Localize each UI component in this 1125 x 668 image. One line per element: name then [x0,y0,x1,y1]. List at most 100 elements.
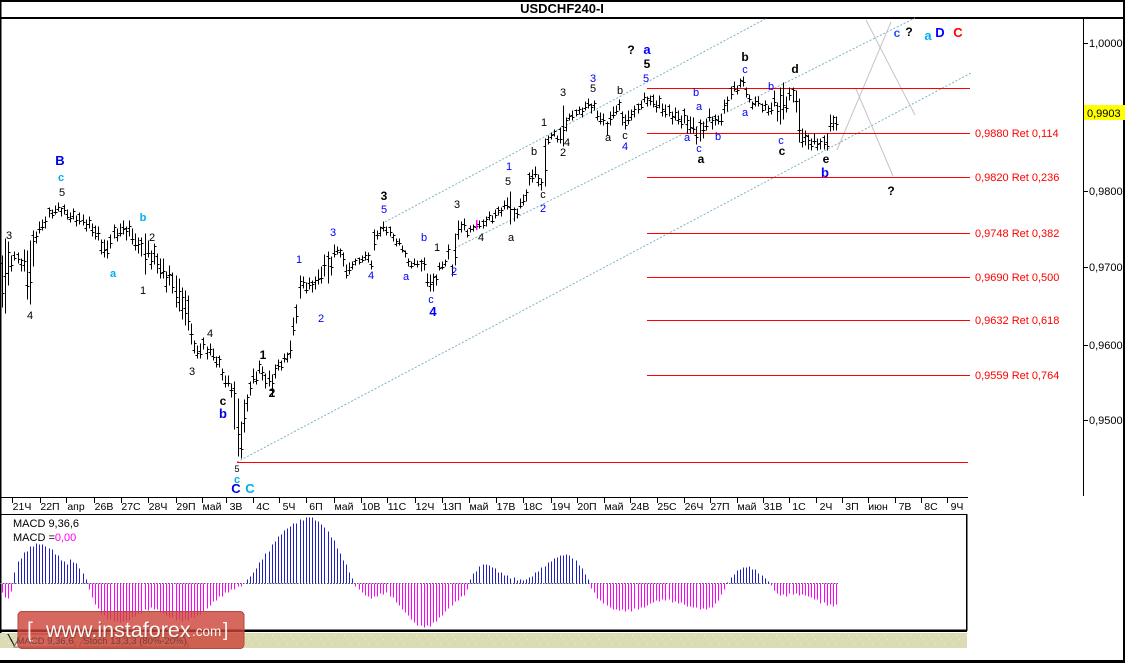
svg-text:?: ? [887,184,894,198]
svg-text:21Ч: 21Ч [13,501,32,513]
svg-text:b: b [821,165,829,180]
svg-text:[: [ [27,619,33,642]
svg-text:2: 2 [149,232,155,244]
svg-text:4: 4 [622,141,628,153]
svg-text:22П: 22П [40,501,59,513]
svg-text:]: ] [223,620,228,641]
svg-text:b: b [617,85,623,97]
svg-text:июн: июн [868,501,888,513]
svg-text:D: D [935,25,944,40]
svg-text:b: b [693,87,699,99]
svg-text:4: 4 [429,304,437,319]
svg-text:a: a [605,132,612,144]
svg-text:5Ч: 5Ч [283,501,296,513]
svg-text:29П: 29П [176,501,195,513]
svg-text:a: a [698,152,705,166]
svg-text:10В: 10В [362,501,381,513]
svg-text:3: 3 [590,73,596,85]
svg-text:4С: 4С [256,501,270,513]
svg-text:0,9748 Ret 0,382: 0,9748 Ret 0,382 [975,228,1059,240]
svg-text:c: c [428,294,434,306]
svg-text:25С: 25С [657,501,677,513]
svg-text:май: май [335,501,354,513]
svg-text:0,9820 Ret 0,236: 0,9820 Ret 0,236 [975,172,1059,184]
svg-text:5: 5 [234,464,239,474]
svg-text:6П: 6П [309,501,322,513]
svg-text:0,9690 Ret 0,500: 0,9690 Ret 0,500 [975,272,1059,284]
svg-text:c: c [742,64,748,76]
svg-text:C: C [231,481,241,496]
svg-text:c: c [234,474,240,486]
svg-text:a: a [643,42,651,57]
svg-text:5: 5 [644,57,651,71]
svg-text:a: a [742,107,749,119]
svg-text:27С: 27С [121,501,141,513]
svg-text:b: b [140,212,147,224]
svg-text:c: c [696,143,702,155]
svg-text:a: a [110,268,117,280]
svg-text:a: a [403,271,410,283]
svg-text:24В: 24В [631,501,650,513]
svg-text:5: 5 [643,73,649,85]
svg-text:20П: 20П [577,501,596,513]
svg-text:12Ч: 12Ч [416,501,435,513]
svg-text:3: 3 [6,230,12,242]
svg-text:9Ч: 9Ч [951,501,964,513]
svg-text:3П: 3П [845,501,858,513]
svg-text:4: 4 [207,328,213,340]
svg-text:c: c [894,26,901,40]
svg-text:8С: 8С [924,501,938,513]
svg-text:b: b [531,146,537,158]
svg-text:MACD 9,36,6: MACD 9,36,6 [13,518,79,530]
svg-text:c: c [58,172,64,184]
svg-text:3: 3 [454,199,460,211]
svg-text:5: 5 [505,176,511,188]
svg-text:c: c [778,135,784,147]
svg-text:1: 1 [506,161,512,173]
svg-text:3: 3 [381,189,388,203]
svg-text:2: 2 [540,203,546,215]
svg-text:0,9632 Ret 0,618: 0,9632 Ret 0,618 [975,315,1059,327]
svg-text:b: b [219,406,227,421]
svg-text:2Ч: 2Ч [820,501,833,513]
svg-text:11С: 11С [388,501,407,513]
svg-text:1,0000: 1,0000 [1089,38,1123,50]
svg-text:28Ч: 28Ч [149,501,168,513]
svg-text:апр: апр [67,501,85,513]
svg-text:b: b [741,50,748,64]
svg-text:4: 4 [27,310,33,322]
svg-text:Stoch 13,3,3 (80%-20%): Stoch 13,3,3 (80%-20%) [83,636,187,647]
svg-text:19Ч: 19Ч [552,501,571,513]
svg-text:3: 3 [189,366,195,378]
svg-text:B: B [55,153,64,168]
svg-text:?: ? [627,43,634,57]
svg-text:c: c [220,394,227,408]
svg-text:5: 5 [590,83,596,95]
svg-text:b: b [768,81,774,93]
svg-text:3В: 3В [230,501,243,513]
svg-text:a: a [508,232,515,244]
svg-text:17В: 17В [497,501,516,513]
svg-text:0,9903: 0,9903 [1087,108,1121,120]
svg-text:2: 2 [269,386,276,400]
svg-text:7В: 7В [899,501,912,513]
svg-text:0,9880 Ret 0,114: 0,9880 Ret 0,114 [975,128,1059,140]
svg-text:b: b [715,131,721,143]
svg-text:май: май [738,501,757,513]
svg-text:0,9700: 0,9700 [1089,262,1123,274]
svg-text:c: c [779,144,786,158]
svg-text:26Ч: 26Ч [685,501,704,513]
svg-text:USDCHF240-I: USDCHF240-I [520,1,604,16]
svg-text:1: 1 [434,242,440,254]
svg-text:www.instaforex: www.instaforex [45,618,191,642]
svg-text:C: C [953,25,963,40]
svg-text:31В: 31В [764,501,783,513]
svg-text:0,9500: 0,9500 [1089,415,1123,427]
svg-text:3: 3 [330,227,336,239]
svg-text:5: 5 [381,204,387,216]
svg-text:c: c [540,189,546,201]
svg-text:18С: 18С [523,501,543,513]
svg-text:c: c [622,130,628,142]
svg-text:2: 2 [451,266,457,278]
svg-text:4: 4 [478,232,484,244]
